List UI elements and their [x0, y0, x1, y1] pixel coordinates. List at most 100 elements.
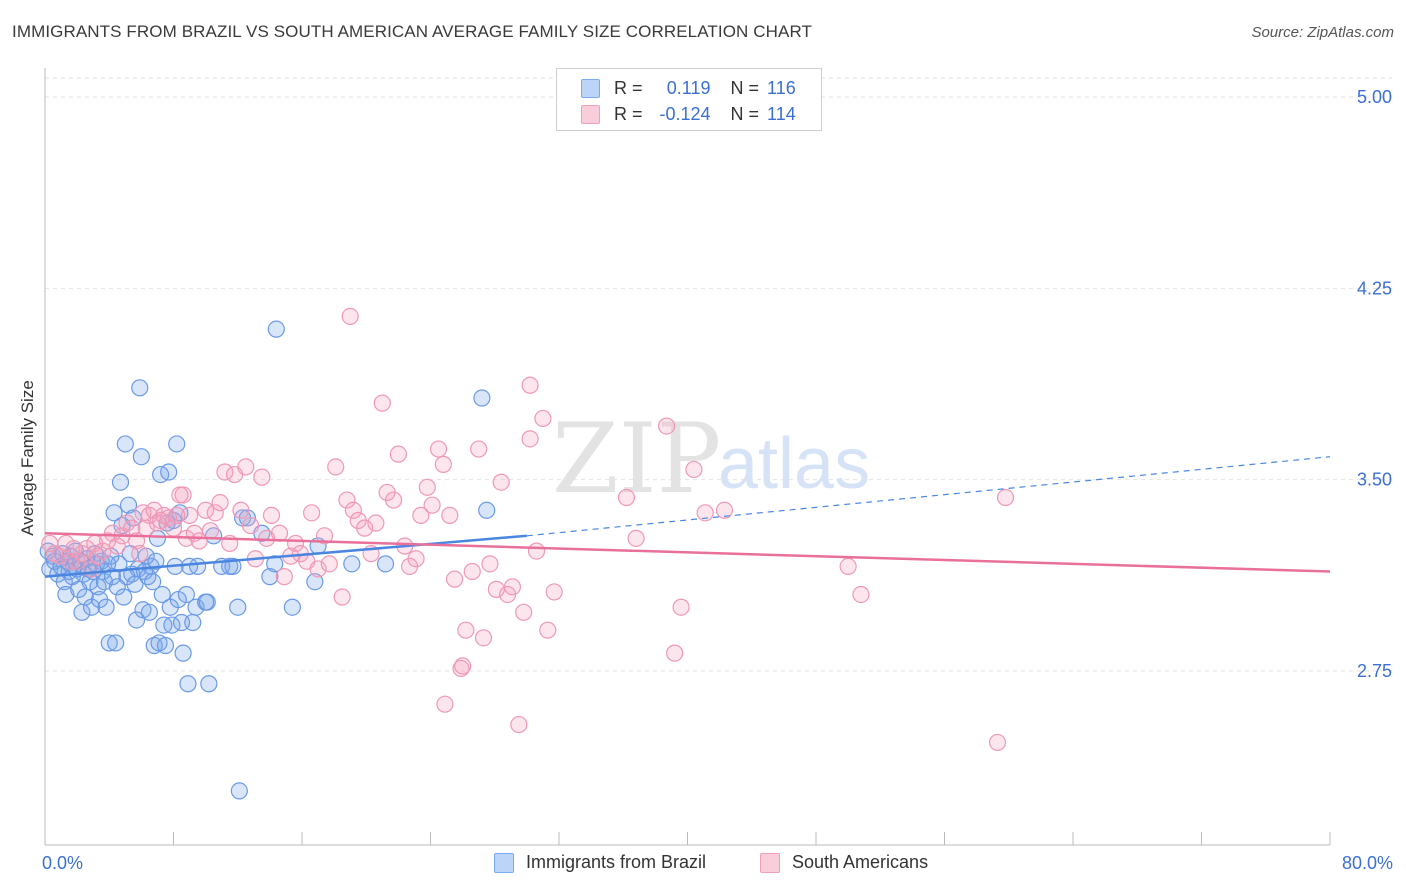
data-point	[180, 506, 199, 524]
data-point	[140, 603, 159, 621]
series-south-americans	[41, 307, 1015, 752]
data-point	[627, 529, 645, 547]
stats-r-value-south-americans: -0.124	[659, 103, 711, 124]
data-point	[988, 733, 1007, 752]
data-point	[527, 542, 546, 560]
trendline-extension-brazil	[526, 456, 1331, 537]
stats-r-label: R =	[614, 103, 643, 124]
data-point	[407, 550, 425, 568]
bottom-legend: Immigrants from Brazil South Americans	[0, 852, 1406, 878]
data-point	[510, 715, 528, 734]
legend-label-brazil: Immigrants from Brazil	[526, 852, 707, 872]
data-point	[376, 555, 395, 573]
data-point	[168, 435, 186, 453]
data-point	[188, 557, 207, 576]
data-point	[373, 394, 391, 412]
data-point	[996, 488, 1015, 507]
data-point	[275, 568, 293, 586]
data-point	[521, 430, 539, 448]
y-tick-label: 2.75	[1357, 661, 1392, 681]
data-point	[111, 473, 130, 491]
data-point	[617, 488, 636, 507]
data-point	[367, 514, 385, 532]
data-point	[119, 496, 138, 514]
data-point	[412, 506, 430, 524]
data-point	[187, 598, 205, 616]
data-point	[343, 555, 361, 573]
data-point	[434, 455, 452, 473]
legend-label-south-americans: South Americans	[792, 852, 929, 872]
data-point	[534, 409, 552, 428]
data-point	[174, 644, 192, 662]
y-tick-label: 5.00	[1357, 87, 1392, 107]
stats-n-value-south-americans: 114	[767, 103, 796, 124]
data-point	[211, 494, 229, 512]
data-point	[232, 501, 250, 519]
data-point	[481, 555, 499, 573]
data-point	[384, 491, 403, 509]
data-point	[320, 555, 338, 573]
watermark-atlas: atlas	[718, 424, 870, 504]
data-point	[333, 588, 351, 606]
data-point	[454, 657, 472, 675]
data-point	[423, 496, 441, 514]
data-point	[168, 506, 186, 524]
stats-row-brazil: R = 0.119 N = 116	[581, 76, 796, 100]
legend-swatch-south-americans	[760, 852, 780, 873]
data-point	[100, 634, 118, 652]
legend-item-brazil[interactable]: Immigrants from Brazil	[494, 852, 706, 873]
stats-legend: R = 0.119 N = 116 R = -0.124 N = 114	[556, 68, 822, 131]
stats-r-value-brazil: 0.119	[666, 77, 711, 98]
data-point	[418, 478, 436, 496]
data-point	[97, 598, 115, 616]
data-point	[521, 376, 539, 394]
data-point	[174, 486, 192, 504]
data-point	[156, 636, 175, 655]
y-axis-label: Average Family Size	[18, 380, 37, 536]
data-point	[198, 593, 216, 611]
data-point	[46, 545, 64, 563]
data-point	[155, 506, 173, 524]
data-point	[108, 537, 126, 555]
data-point	[306, 573, 324, 591]
data-point	[696, 504, 714, 522]
data-point	[148, 529, 167, 547]
data-point	[515, 603, 533, 621]
data-point	[436, 695, 454, 713]
data-point	[131, 379, 149, 397]
data-point	[429, 440, 448, 458]
data-point	[441, 506, 459, 524]
data-point	[153, 585, 171, 604]
data-point	[230, 782, 248, 800]
data-point	[258, 529, 276, 547]
data-point	[131, 545, 149, 563]
data-point	[163, 616, 181, 634]
data-point	[852, 585, 870, 604]
data-point	[110, 555, 128, 573]
x-tick-label: 0.0%	[42, 853, 83, 873]
data-point	[478, 501, 496, 519]
data-point	[327, 458, 345, 476]
data-point	[145, 501, 163, 519]
data-point	[672, 598, 690, 616]
data-point	[457, 621, 475, 639]
data-point	[229, 598, 247, 616]
data-point	[666, 644, 684, 662]
trendlines	[44, 456, 1331, 578]
tick-labels: 2.75 3.50 4.25 5.00 0.0% 80.0%	[42, 87, 1393, 873]
legend-item-south-americans[interactable]: South Americans	[760, 852, 928, 873]
stats-r-label: R =	[614, 77, 643, 98]
data-point	[242, 516, 260, 535]
data-point	[685, 460, 703, 479]
data-point	[224, 557, 242, 576]
data-point	[103, 524, 122, 542]
data-point	[539, 621, 557, 639]
data-point	[338, 491, 356, 509]
data-point	[715, 501, 734, 519]
stats-swatch-south-americans	[581, 104, 600, 124]
data-point	[262, 506, 281, 524]
x-tick-label: 80.0%	[1342, 853, 1393, 873]
data-point	[206, 504, 224, 522]
data-point	[452, 659, 470, 678]
data-point	[57, 585, 75, 604]
